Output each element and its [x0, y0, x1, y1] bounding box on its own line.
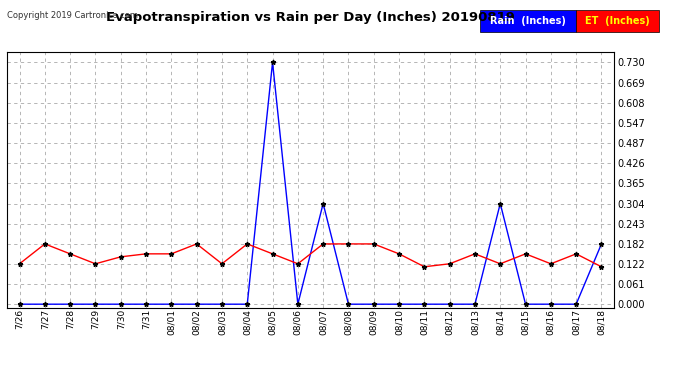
Text: ET  (Inches): ET (Inches) — [585, 16, 650, 26]
Text: Rain  (Inches): Rain (Inches) — [490, 16, 566, 26]
Text: Evapotranspiration vs Rain per Day (Inches) 20190819: Evapotranspiration vs Rain per Day (Inch… — [106, 11, 515, 24]
Text: Copyright 2019 Cartronics.com: Copyright 2019 Cartronics.com — [7, 11, 138, 20]
